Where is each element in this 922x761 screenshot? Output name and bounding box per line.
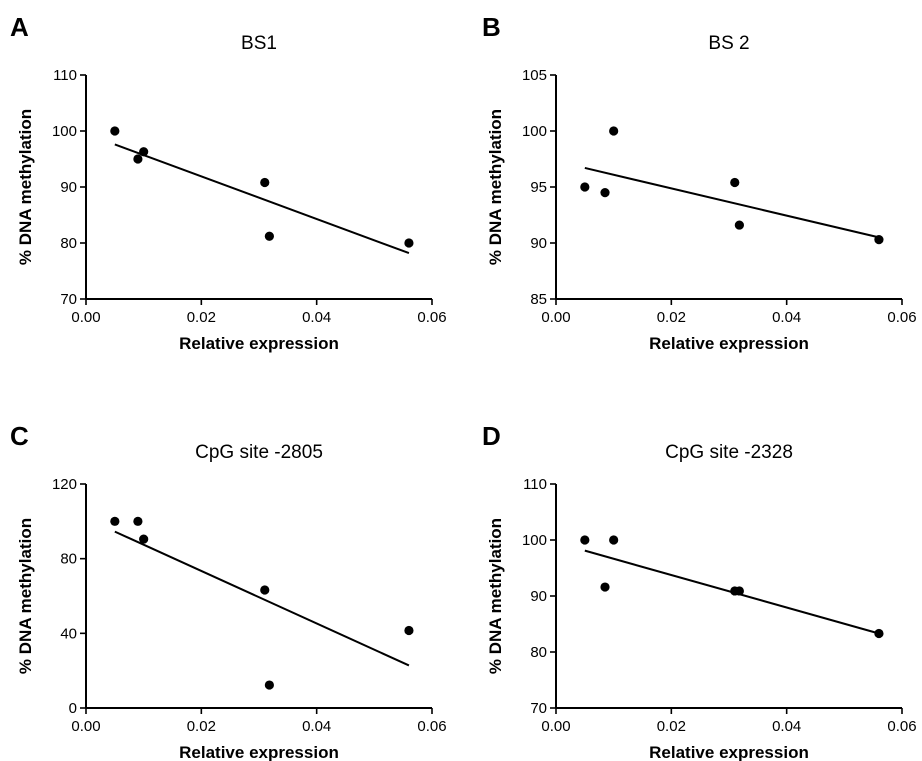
x-axis-label: Relative expression xyxy=(649,743,809,761)
y-tick-label: 90 xyxy=(60,179,77,196)
y-axis-label: % DNA methylation xyxy=(16,518,35,674)
x-tick-label: 0.06 xyxy=(417,718,446,735)
y-tick-label: 70 xyxy=(60,291,77,308)
panel-a: A BS1 Relative expression % DNA methylat… xyxy=(10,12,447,353)
panel-letter: C xyxy=(10,421,29,451)
data-point xyxy=(600,188,610,198)
y-axis-label: % DNA methylation xyxy=(486,109,505,265)
x-tick-label: 0.04 xyxy=(302,309,331,326)
x-tick-label: 0.00 xyxy=(71,309,100,326)
data-point xyxy=(874,628,884,639)
data-point xyxy=(404,625,414,636)
data-point xyxy=(600,582,610,592)
y-tick-label: 110 xyxy=(53,67,77,84)
y-tick-label: 40 xyxy=(60,625,77,642)
panel-b: B BS 2 Relative expression % DNA methyla… xyxy=(482,12,917,353)
y-tick-label: 100 xyxy=(522,532,547,549)
x-tick-label: 0.04 xyxy=(772,309,801,326)
regression-line xyxy=(584,166,880,239)
x-tick-label: 0.02 xyxy=(187,309,216,326)
data-point xyxy=(110,516,120,526)
data-point xyxy=(734,586,744,596)
x-tick-label: 0.00 xyxy=(541,309,570,326)
panel-letter: A xyxy=(10,12,29,42)
x-tick-label: 0.04 xyxy=(772,718,801,735)
data-point xyxy=(110,126,120,136)
data-point xyxy=(580,182,590,192)
panel-c: C CpG site -2805 Relative expression % D… xyxy=(10,421,447,761)
data-point xyxy=(264,680,274,690)
y-tick-label: 0 xyxy=(69,700,77,717)
x-tick-label: 0.04 xyxy=(302,718,331,735)
y-tick-label: 90 xyxy=(530,235,547,252)
data-point xyxy=(730,177,740,188)
data-point xyxy=(133,516,143,526)
x-tick-label: 0.00 xyxy=(541,718,570,735)
data-point xyxy=(264,231,274,241)
y-tick-label: 70 xyxy=(530,700,547,717)
data-point xyxy=(139,147,149,157)
x-tick-label: 0.02 xyxy=(657,309,686,326)
y-tick-label: 110 xyxy=(523,476,547,493)
data-point xyxy=(133,154,143,164)
regression-line xyxy=(114,530,410,667)
panel-letter: D xyxy=(482,421,501,451)
y-tick-label: 120 xyxy=(52,476,77,493)
x-tick-label: 0.02 xyxy=(187,718,216,735)
x-tick-label: 0.00 xyxy=(71,718,100,735)
data-point xyxy=(580,535,590,545)
y-tick-label: 100 xyxy=(52,123,77,140)
chart-title: CpG site -2328 xyxy=(665,442,793,463)
data-point xyxy=(734,220,744,230)
chart-title: BS1 xyxy=(241,33,277,54)
x-tick-label: 0.06 xyxy=(417,309,446,326)
data-point xyxy=(260,585,270,595)
y-tick-label: 80 xyxy=(60,551,77,568)
panel-d: D CpG site -2328 Relative expression % D… xyxy=(482,421,917,761)
x-axis-label: Relative expression xyxy=(649,334,809,353)
y-axis-label: % DNA methylation xyxy=(16,109,35,265)
regression-line xyxy=(114,143,410,255)
x-tick-label: 0.06 xyxy=(887,309,916,326)
data-point xyxy=(404,238,414,248)
data-point xyxy=(139,534,149,544)
y-tick-label: 105 xyxy=(522,67,547,84)
y-tick-label: 90 xyxy=(530,588,547,605)
data-point xyxy=(874,235,884,245)
chart-title: CpG site -2805 xyxy=(195,442,323,463)
y-tick-label: 80 xyxy=(530,644,547,661)
x-axis-label: Relative expression xyxy=(179,334,339,353)
data-point xyxy=(609,126,619,136)
y-tick-label: 95 xyxy=(530,179,547,196)
data-point xyxy=(260,177,270,188)
y-tick-label: 85 xyxy=(530,291,547,308)
data-point xyxy=(609,535,619,545)
x-axis-label: Relative expression xyxy=(179,743,339,761)
y-axis-label: % DNA methylation xyxy=(486,518,505,674)
x-tick-label: 0.06 xyxy=(887,718,916,735)
y-tick-label: 80 xyxy=(60,235,77,252)
y-tick-label: 100 xyxy=(522,123,547,140)
chart-title: BS 2 xyxy=(708,33,749,54)
x-tick-label: 0.02 xyxy=(657,718,686,735)
panel-letter: B xyxy=(482,12,501,42)
